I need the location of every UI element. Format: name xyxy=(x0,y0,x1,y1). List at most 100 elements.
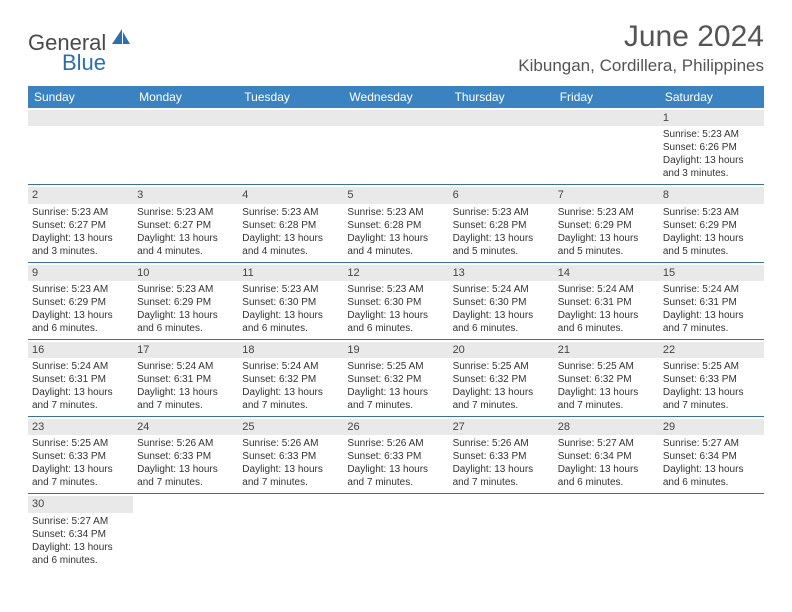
day-cell: 14Sunrise: 5:24 AMSunset: 6:31 PMDayligh… xyxy=(554,263,659,339)
sunrise-text: Sunrise: 5:23 AM xyxy=(347,206,444,219)
day-cell xyxy=(659,494,764,570)
sunset-text: Sunset: 6:33 PM xyxy=(137,450,234,463)
sunrise-text: Sunrise: 5:27 AM xyxy=(663,437,760,450)
daylight-text: Daylight: 13 hours and 7 minutes. xyxy=(32,386,129,412)
calendar: Sunday Monday Tuesday Wednesday Thursday… xyxy=(28,86,764,571)
day-cell xyxy=(449,108,554,184)
day-cell xyxy=(133,494,238,570)
sunrise-text: Sunrise: 5:23 AM xyxy=(558,206,655,219)
sunset-text: Sunset: 6:29 PM xyxy=(137,296,234,309)
day-number: 30 xyxy=(28,496,133,512)
day-cell: 16Sunrise: 5:24 AMSunset: 6:31 PMDayligh… xyxy=(28,340,133,416)
sunrise-text: Sunrise: 5:26 AM xyxy=(137,437,234,450)
day-number: 15 xyxy=(659,265,764,281)
sunset-text: Sunset: 6:30 PM xyxy=(453,296,550,309)
day-cell: 1Sunrise: 5:23 AMSunset: 6:26 PMDaylight… xyxy=(659,108,764,184)
day-cell: 28Sunrise: 5:27 AMSunset: 6:34 PMDayligh… xyxy=(554,417,659,493)
week-row: 2Sunrise: 5:23 AMSunset: 6:27 PMDaylight… xyxy=(28,185,764,262)
day-number: 23 xyxy=(28,419,133,435)
day-header: Tuesday xyxy=(238,86,343,108)
day-cell: 19Sunrise: 5:25 AMSunset: 6:32 PMDayligh… xyxy=(343,340,448,416)
day-cell: 27Sunrise: 5:26 AMSunset: 6:33 PMDayligh… xyxy=(449,417,554,493)
empty-day-bar xyxy=(343,110,448,126)
day-cell xyxy=(554,494,659,570)
header: General June 2024 Kibungan, Cordillera, … xyxy=(28,20,764,76)
day-cell: 24Sunrise: 5:26 AMSunset: 6:33 PMDayligh… xyxy=(133,417,238,493)
daylight-text: Daylight: 13 hours and 6 minutes. xyxy=(663,463,760,489)
sunset-text: Sunset: 6:32 PM xyxy=(453,373,550,386)
day-number: 18 xyxy=(238,342,343,358)
sunset-text: Sunset: 6:28 PM xyxy=(453,219,550,232)
sunrise-text: Sunrise: 5:23 AM xyxy=(453,206,550,219)
day-cell: 8 Sunrise: 5:23 AMSunset: 6:29 PMDaylight… xyxy=(659,185,764,261)
day-header: Monday xyxy=(133,86,238,108)
daylight-text: Daylight: 13 hours and 7 minutes. xyxy=(663,309,760,335)
sunrise-text: Sunrise: 5:23 AM xyxy=(242,283,339,296)
day-cell xyxy=(28,108,133,184)
day-cell: 30Sunrise: 5:27 AMSunset: 6:34 PMDayligh… xyxy=(28,494,133,570)
day-number: 21 xyxy=(554,342,659,358)
title-block: June 2024 Kibungan, Cordillera, Philippi… xyxy=(518,20,764,76)
day-number: 22 xyxy=(659,342,764,358)
sunrise-text: Sunrise: 5:23 AM xyxy=(663,206,760,219)
day-cell: 18Sunrise: 5:24 AMSunset: 6:32 PMDayligh… xyxy=(238,340,343,416)
day-number: 19 xyxy=(343,342,448,358)
empty-day-bar xyxy=(238,110,343,126)
day-cell xyxy=(343,108,448,184)
daylight-text: Daylight: 13 hours and 4 minutes. xyxy=(242,232,339,258)
day-cell: 26Sunrise: 5:26 AMSunset: 6:33 PMDayligh… xyxy=(343,417,448,493)
daylight-text: Daylight: 13 hours and 5 minutes. xyxy=(663,232,760,258)
daylight-text: Daylight: 13 hours and 5 minutes. xyxy=(558,232,655,258)
sunrise-text: Sunrise: 5:23 AM xyxy=(137,206,234,219)
day-number: 28 xyxy=(554,419,659,435)
sunset-text: Sunset: 6:34 PM xyxy=(32,528,129,541)
day-number: 20 xyxy=(449,342,554,358)
sunrise-text: Sunrise: 5:25 AM xyxy=(347,360,444,373)
day-number: 25 xyxy=(238,419,343,435)
sunrise-text: Sunrise: 5:26 AM xyxy=(347,437,444,450)
day-cell: 17Sunrise: 5:24 AMSunset: 6:31 PMDayligh… xyxy=(133,340,238,416)
sunset-text: Sunset: 6:28 PM xyxy=(347,219,444,232)
day-number: 16 xyxy=(28,342,133,358)
daylight-text: Daylight: 13 hours and 6 minutes. xyxy=(242,309,339,335)
sunset-text: Sunset: 6:29 PM xyxy=(663,219,760,232)
day-header: Sunday xyxy=(28,86,133,108)
day-cell: 22Sunrise: 5:25 AMSunset: 6:33 PMDayligh… xyxy=(659,340,764,416)
day-cell: 15Sunrise: 5:24 AMSunset: 6:31 PMDayligh… xyxy=(659,263,764,339)
sunset-text: Sunset: 6:29 PM xyxy=(32,296,129,309)
sunset-text: Sunset: 6:33 PM xyxy=(453,450,550,463)
daylight-text: Daylight: 13 hours and 7 minutes. xyxy=(137,386,234,412)
empty-day-bar xyxy=(28,110,133,126)
daylight-text: Daylight: 13 hours and 6 minutes. xyxy=(137,309,234,335)
day-header: Wednesday xyxy=(343,86,448,108)
sunrise-text: Sunrise: 5:25 AM xyxy=(32,437,129,450)
day-cell: 10Sunrise: 5:23 AMSunset: 6:29 PMDayligh… xyxy=(133,263,238,339)
day-number: 4 xyxy=(238,187,343,203)
sunrise-text: Sunrise: 5:25 AM xyxy=(558,360,655,373)
day-cell: 29Sunrise: 5:27 AMSunset: 6:34 PMDayligh… xyxy=(659,417,764,493)
day-cell: 20Sunrise: 5:25 AMSunset: 6:32 PMDayligh… xyxy=(449,340,554,416)
day-cell: 11Sunrise: 5:23 AMSunset: 6:30 PMDayligh… xyxy=(238,263,343,339)
day-cell: 3Sunrise: 5:23 AMSunset: 6:27 PMDaylight… xyxy=(133,185,238,261)
sunrise-text: Sunrise: 5:24 AM xyxy=(453,283,550,296)
daylight-text: Daylight: 13 hours and 5 minutes. xyxy=(453,232,550,258)
daylight-text: Daylight: 13 hours and 3 minutes. xyxy=(32,232,129,258)
sunset-text: Sunset: 6:30 PM xyxy=(242,296,339,309)
daylight-text: Daylight: 13 hours and 6 minutes. xyxy=(453,309,550,335)
daylight-text: Daylight: 13 hours and 6 minutes. xyxy=(558,463,655,489)
day-number: 8 xyxy=(659,187,764,203)
sunset-text: Sunset: 6:32 PM xyxy=(242,373,339,386)
day-cell: 5Sunrise: 5:23 AMSunset: 6:28 PMDaylight… xyxy=(343,185,448,261)
sunrise-text: Sunrise: 5:23 AM xyxy=(32,206,129,219)
sunrise-text: Sunrise: 5:25 AM xyxy=(453,360,550,373)
sunset-text: Sunset: 6:32 PM xyxy=(558,373,655,386)
sunrise-text: Sunrise: 5:23 AM xyxy=(32,283,129,296)
sunset-text: Sunset: 6:27 PM xyxy=(32,219,129,232)
daylight-text: Daylight: 13 hours and 6 minutes. xyxy=(32,309,129,335)
sunset-text: Sunset: 6:33 PM xyxy=(242,450,339,463)
daylight-text: Daylight: 13 hours and 7 minutes. xyxy=(242,386,339,412)
sunrise-text: Sunrise: 5:24 AM xyxy=(663,283,760,296)
daylight-text: Daylight: 13 hours and 7 minutes. xyxy=(347,386,444,412)
sunrise-text: Sunrise: 5:24 AM xyxy=(137,360,234,373)
sunrise-text: Sunrise: 5:23 AM xyxy=(347,283,444,296)
